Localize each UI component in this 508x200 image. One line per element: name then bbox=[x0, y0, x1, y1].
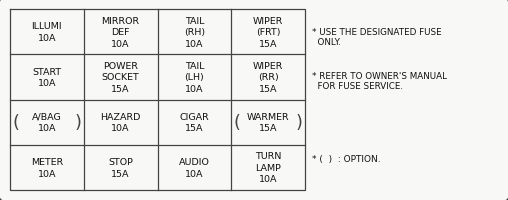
Text: ONLY.: ONLY. bbox=[312, 38, 341, 47]
Text: CIGAR
15A: CIGAR 15A bbox=[179, 112, 209, 133]
Text: * USE THE DESIGNATED FUSE: * USE THE DESIGNATED FUSE bbox=[312, 28, 441, 37]
Text: * REFER TO OWNER'S MANUAL: * REFER TO OWNER'S MANUAL bbox=[312, 72, 447, 81]
Text: MIRROR
DEF
10A: MIRROR DEF 10A bbox=[102, 17, 140, 48]
Text: WARMER
15A: WARMER 15A bbox=[247, 112, 290, 133]
Text: TAIL
(RH)
10A: TAIL (RH) 10A bbox=[184, 17, 205, 48]
Text: (: ( bbox=[234, 114, 241, 131]
Text: ): ) bbox=[74, 114, 81, 131]
Text: STOP
15A: STOP 15A bbox=[108, 157, 133, 178]
Text: WIPER
(RR)
15A: WIPER (RR) 15A bbox=[253, 62, 283, 93]
Text: METER
10A: METER 10A bbox=[31, 157, 63, 178]
Text: START
10A: START 10A bbox=[33, 67, 61, 88]
Text: AUDIO
10A: AUDIO 10A bbox=[179, 157, 210, 178]
Text: FOR FUSE SERVICE.: FOR FUSE SERVICE. bbox=[312, 82, 403, 91]
Text: HAZARD
10A: HAZARD 10A bbox=[101, 112, 141, 133]
Text: ): ) bbox=[296, 114, 303, 131]
Text: ILLUMI
10A: ILLUMI 10A bbox=[31, 22, 62, 43]
Text: * (  )  : OPTION.: * ( ) : OPTION. bbox=[312, 154, 380, 163]
Text: POWER
SOCKET
15A: POWER SOCKET 15A bbox=[102, 62, 140, 93]
Text: (: ( bbox=[13, 114, 19, 131]
Text: A/BAG
10A: A/BAG 10A bbox=[32, 112, 62, 133]
Text: TAIL
(LH)
10A: TAIL (LH) 10A bbox=[184, 62, 204, 93]
Text: WIPER
(FRT)
15A: WIPER (FRT) 15A bbox=[253, 17, 283, 48]
Text: TURN
LAMP
10A: TURN LAMP 10A bbox=[255, 152, 281, 183]
